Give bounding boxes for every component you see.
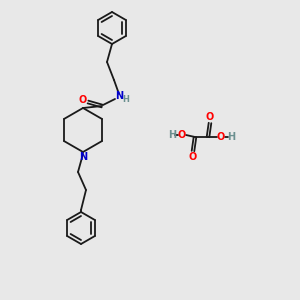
Text: H: H xyxy=(168,130,176,140)
Text: O: O xyxy=(206,112,214,122)
Text: O: O xyxy=(79,95,87,105)
Text: H: H xyxy=(227,132,235,142)
Text: O: O xyxy=(178,130,186,140)
Text: N: N xyxy=(115,91,123,101)
Text: O: O xyxy=(189,152,197,162)
Text: N: N xyxy=(79,152,87,162)
Text: H: H xyxy=(123,95,129,104)
Text: O: O xyxy=(217,132,225,142)
